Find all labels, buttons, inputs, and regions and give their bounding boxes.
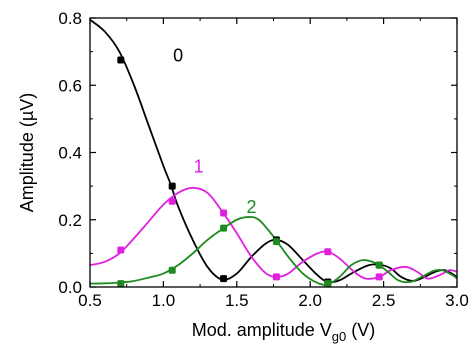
x-tick-label: 1.5 — [225, 291, 249, 310]
series-1-label: 1 — [194, 157, 204, 177]
series-2-point — [324, 280, 332, 288]
y-axis-title: Amplitude (µV) — [17, 93, 37, 212]
x-tick-label: 1.0 — [152, 291, 176, 310]
x-tick-label: 3.0 — [445, 291, 469, 310]
curves-layer — [89, 18, 458, 286]
series-2-point — [117, 280, 125, 288]
series-2-point — [168, 266, 176, 274]
x-axis-title: Mod. amplitude Vg0 (V) — [192, 320, 376, 344]
series-2-line — [89, 216, 458, 286]
series-1-point — [272, 273, 280, 281]
series-2-point — [375, 261, 383, 269]
x-tick-label: 0.5 — [78, 291, 102, 310]
x-tick-label: 2.5 — [372, 291, 396, 310]
plot-frame — [89, 17, 458, 288]
x-tick-labels: 0.5 1.0 1.5 2.0 2.5 3.0 — [78, 291, 469, 310]
series-0-point — [168, 182, 176, 190]
y-tick-labels: 0.0 0.2 0.4 0.6 0.8 — [58, 9, 82, 297]
series-0-label: 0 — [173, 46, 183, 66]
y-tick-label: 0.2 — [58, 211, 82, 230]
series-2-point — [272, 238, 280, 246]
x-tick-label: 2.0 — [298, 291, 322, 310]
series-2-point — [220, 224, 228, 232]
y-tick-label: 0.4 — [58, 144, 82, 163]
series-1-point — [117, 246, 125, 254]
series-2-label: 2 — [246, 197, 256, 217]
y-tick-label: 0.8 — [58, 9, 82, 28]
series-0-point — [117, 56, 125, 64]
series-1-point — [375, 273, 383, 281]
series-1-line — [89, 186, 458, 280]
series-1-point — [324, 248, 332, 256]
axis-ticks — [89, 17, 458, 288]
y-tick-label: 0.6 — [58, 76, 82, 95]
series-labels: 0 1 2 — [173, 46, 256, 217]
markers-layer — [117, 56, 383, 288]
y-tick-label: 0.0 — [58, 278, 82, 297]
series-1-point — [168, 197, 176, 205]
series-0-point — [220, 275, 228, 283]
series-1-point — [220, 209, 228, 217]
series-0-line — [89, 18, 458, 284]
